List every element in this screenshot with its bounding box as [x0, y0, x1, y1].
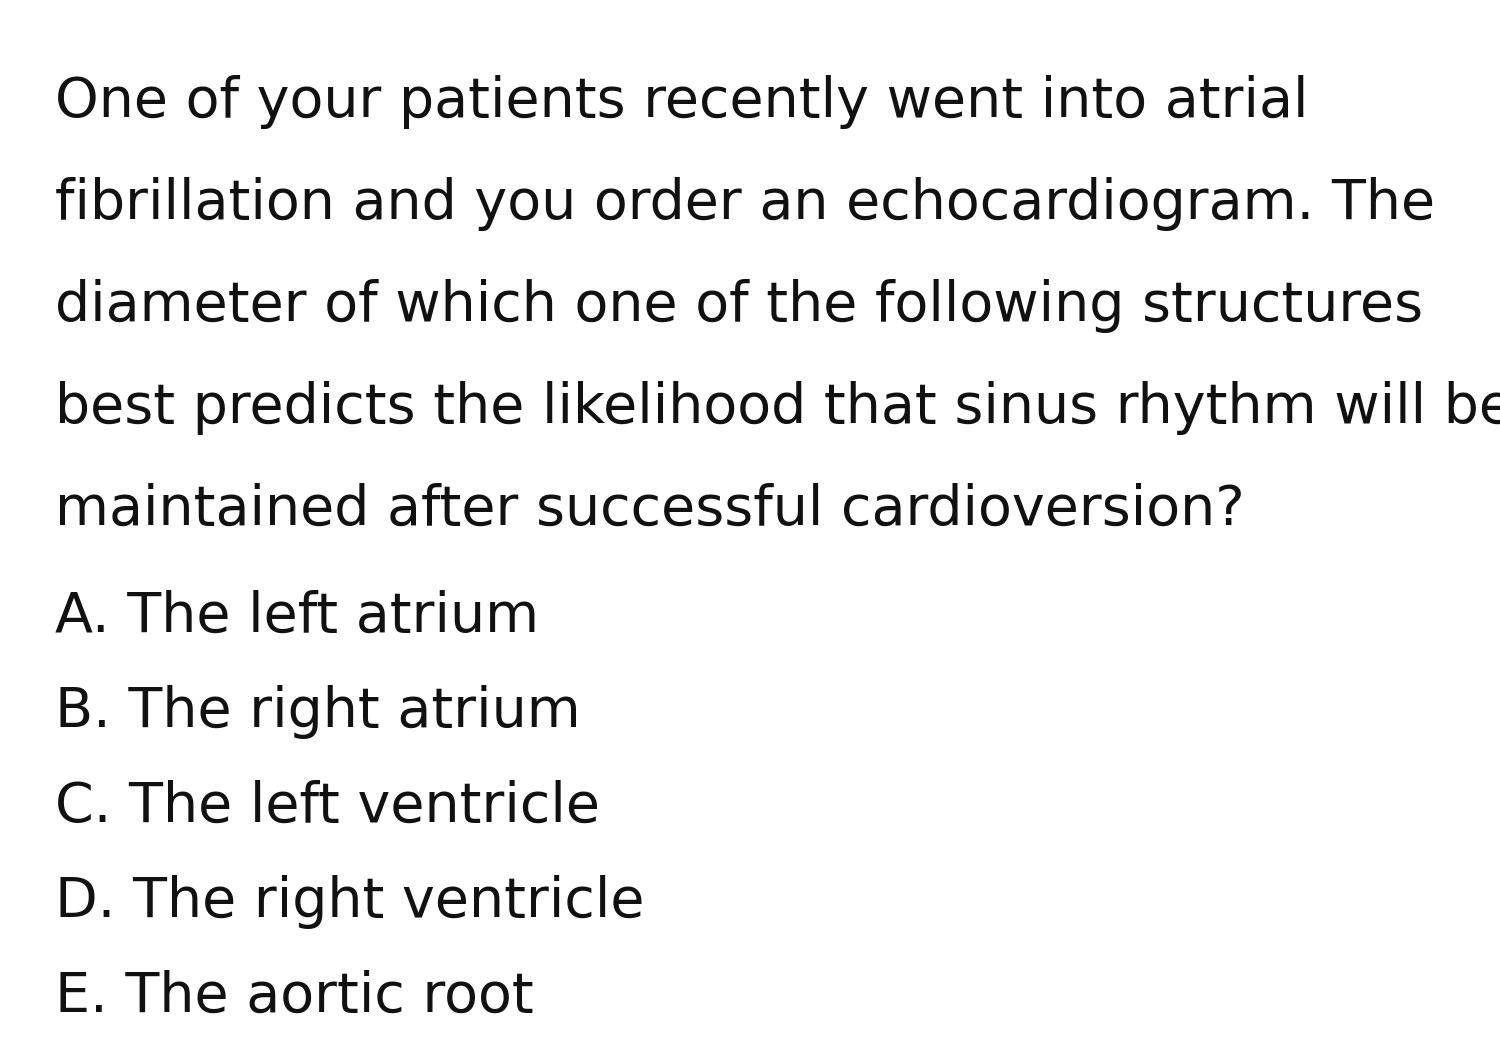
Text: C. The left ventricle: C. The left ventricle	[56, 780, 600, 834]
Text: A. The left atrium: A. The left atrium	[56, 590, 538, 644]
Text: D. The right ventricle: D. The right ventricle	[56, 875, 645, 929]
Text: diameter of which one of the following structures: diameter of which one of the following s…	[56, 279, 1423, 333]
Text: B. The right atrium: B. The right atrium	[56, 685, 580, 739]
Text: E. The aortic root: E. The aortic root	[56, 970, 534, 1024]
Text: One of your patients recently went into atrial: One of your patients recently went into …	[56, 75, 1308, 129]
Text: best predicts the likelihood that sinus rhythm will be: best predicts the likelihood that sinus …	[56, 381, 1500, 435]
Text: fibrillation and you order an echocardiogram. The: fibrillation and you order an echocardio…	[56, 177, 1436, 231]
Text: maintained after successful cardioversion?: maintained after successful cardioversio…	[56, 483, 1245, 537]
